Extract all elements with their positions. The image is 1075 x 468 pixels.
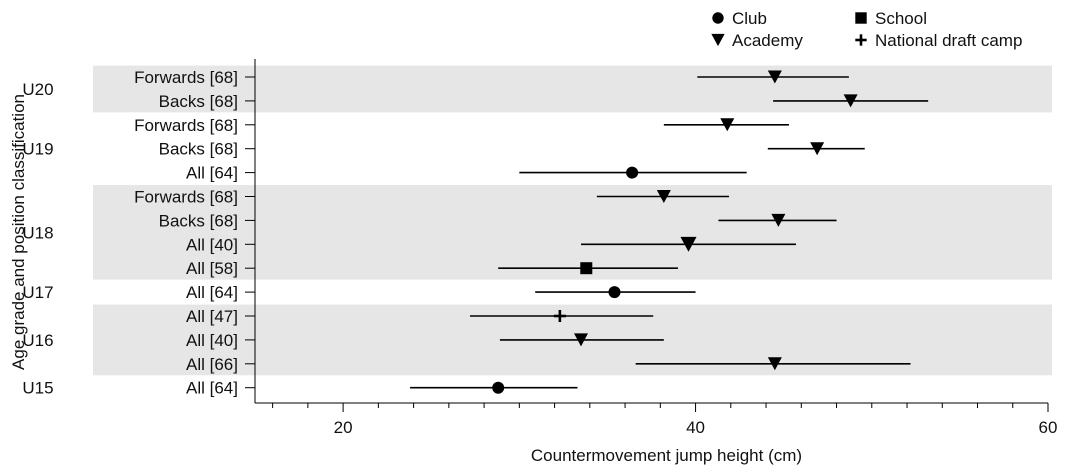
x-tick-label: 60 [1039,418,1058,437]
row-label: All [47] [186,307,238,326]
mean-marker [843,94,858,108]
legend-label: Academy [732,31,803,50]
group-label-u18: U18 [22,223,53,242]
row-label: Forwards [68] [134,68,238,87]
axes [254,59,1048,404]
legend-item: Club [712,9,767,28]
row-label: All [66] [186,355,238,374]
group-label-u19: U19 [22,140,53,159]
mean-marker [771,213,786,227]
mean-marker [580,262,593,275]
data-row: All [66] [186,355,911,374]
group-label-u20: U20 [22,80,53,99]
data-row: All [40] [186,235,797,254]
mean-marker [574,333,589,347]
data-row: Backs [68] [159,92,929,111]
x-axis-label: Countermovement jump height (cm) [531,446,802,465]
data-row: Forwards [68] [134,116,789,135]
mean-marker [720,118,735,132]
mean-marker [680,236,697,252]
legend-label: School [875,9,927,28]
row-label: Backs [68] [159,211,238,230]
mean-marker [626,166,639,179]
x-tick-label: 20 [334,418,353,437]
data-row: Backs [68] [159,140,865,159]
row-label: All [40] [186,235,238,254]
legend-item: National draft camp [855,31,1022,50]
row-label: All [64] [186,379,238,398]
legend-item: School [855,9,927,28]
data-row: Forwards [68] [134,68,849,87]
group-label-u17: U17 [22,283,53,302]
x-tick-label: 40 [686,418,705,437]
mean-marker [656,190,671,203]
data-row: All [64] [186,164,747,183]
mean-marker [767,70,782,84]
mean-marker [492,381,505,394]
group-label-u16: U16 [22,331,53,350]
row-label: Backs [68] [159,140,238,159]
legend-label: National draft camp [875,31,1022,50]
mean-marker [553,310,566,322]
legend-marker [712,12,724,24]
mean-marker [608,286,621,299]
legend-marker [855,34,867,46]
data-row: All [47] [186,307,654,326]
row-label: Backs [68] [159,92,238,111]
legend-marker [855,12,867,24]
data-row: All [58] [186,259,678,278]
legend: Club School Academy National draft camp [711,9,1022,50]
data-row: All [64] [186,379,578,398]
data-row: Forwards [68] [134,188,730,207]
row-label: All [64] [186,283,238,302]
y-axis-label: Age grade and position classification [9,94,28,370]
legend-marker [711,33,725,47]
data-row: Backs [68] [159,211,837,230]
row-label: All [40] [186,331,238,350]
data-row: All [64] [186,283,696,302]
data-row: All [40] [186,331,664,350]
row-label: Forwards [68] [134,116,238,135]
group-labels: U20 U19 U18 U17 U16 U15 [22,80,53,398]
mean-marker [767,357,782,371]
x-ticks: 20 40 60 [272,403,1058,437]
data-rows: Forwards [68] Backs [68] Forwards [68] Back… [134,68,929,398]
group-band-u18 [93,185,1052,280]
row-label: All [64] [186,164,238,183]
group-band-u20 [93,65,1052,113]
legend-label: Club [732,9,767,28]
row-label: Forwards [68] [134,188,238,207]
group-label-u15: U15 [22,379,53,398]
legend-item: Academy [711,31,803,50]
mean-marker [810,142,825,156]
row-label: All [58] [186,259,238,278]
